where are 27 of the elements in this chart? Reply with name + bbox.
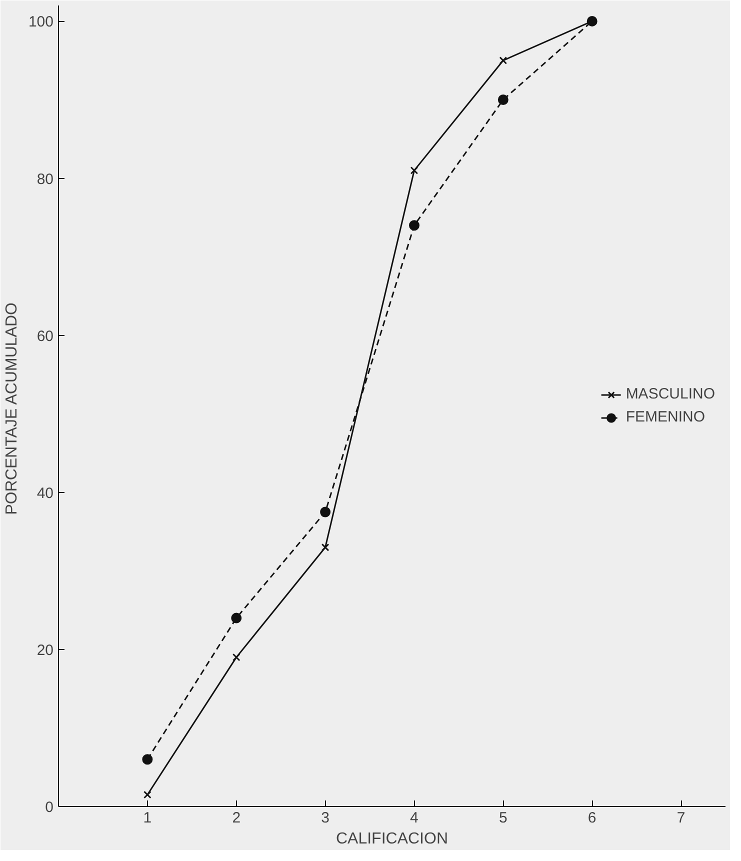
x-tick-label: 5 — [498, 810, 508, 826]
x-tick-label: 3 — [321, 810, 330, 826]
point — [498, 94, 508, 105]
y-tick-label: 0 — [45, 799, 54, 816]
y-tick-label: 40 — [36, 484, 54, 502]
point — [144, 790, 152, 799]
point — [320, 506, 331, 518]
y-tick-label: 20 — [36, 642, 54, 659]
y-axis-title: PORCENTAJE ACUMULADO — [3, 302, 20, 515]
x-tick-label: 4 — [410, 810, 418, 826]
point — [142, 754, 153, 765]
x-tick-label: 1 — [143, 810, 152, 826]
y-tick-label: 60 — [36, 328, 54, 345]
x-tick-label: 6 — [588, 810, 596, 826]
legend-label: FEMENINO — [626, 408, 705, 426]
point — [321, 543, 330, 552]
legend-label: MASCULINO — [626, 386, 715, 402]
point — [231, 612, 242, 624]
point — [410, 166, 418, 174]
point — [232, 653, 240, 662]
x-axis-title: CALIFICACION — [336, 830, 448, 848]
point — [499, 56, 508, 64]
y-tick-label: 100 — [28, 14, 54, 31]
x-tick-label: 2 — [232, 810, 241, 826]
x-tick-label: 7 — [676, 810, 686, 826]
y-tick-label: 80 — [36, 170, 54, 188]
point — [408, 220, 420, 231]
